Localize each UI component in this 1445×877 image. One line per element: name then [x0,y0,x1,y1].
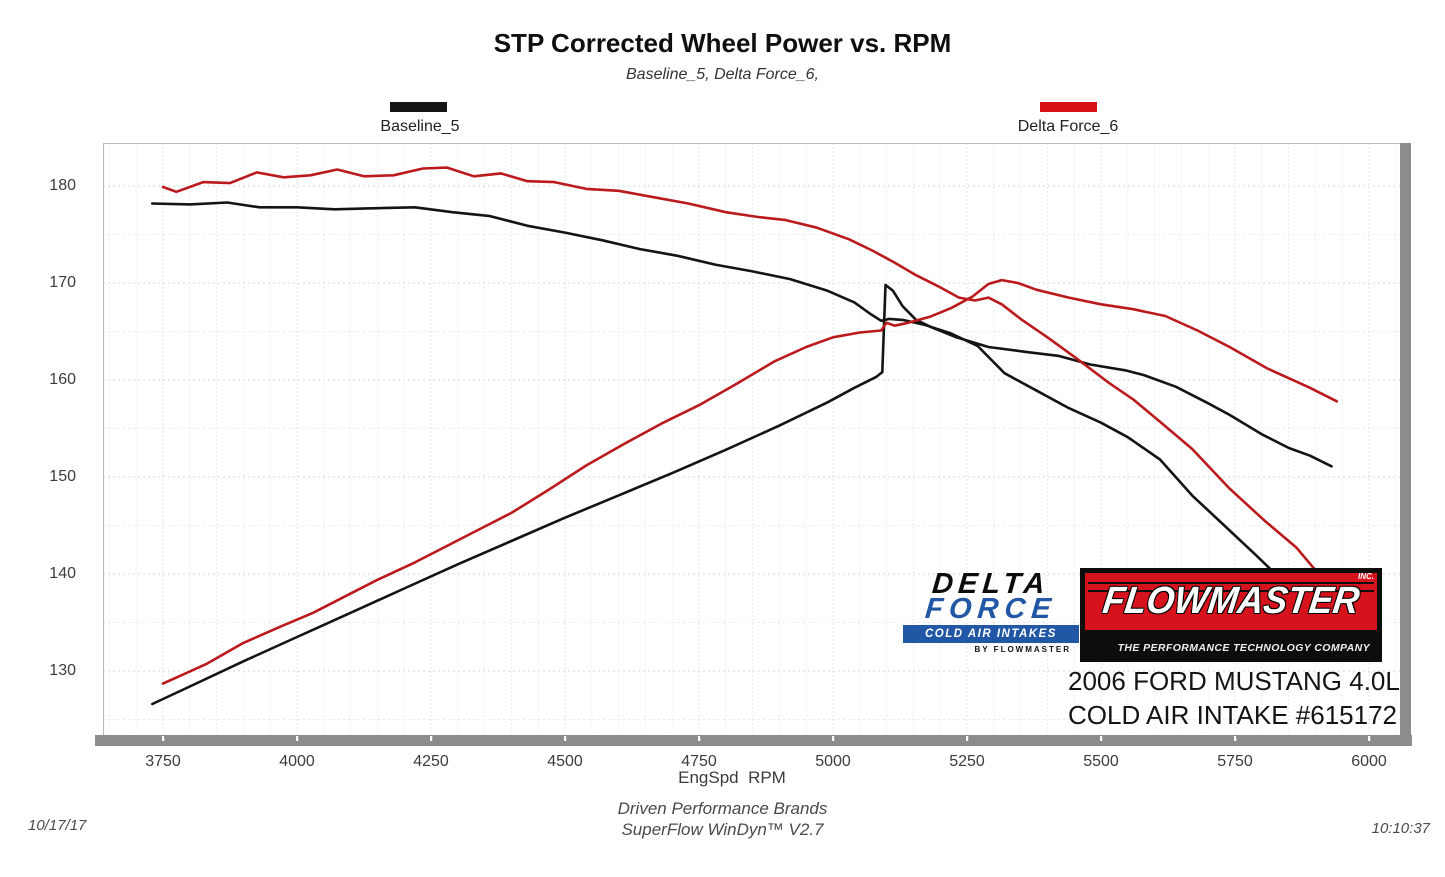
x-tick-5250: 5250 [949,753,985,770]
flowmaster-red-band [1085,573,1377,630]
series-line-2 [161,166,1317,572]
x-tick-4000: 4000 [279,753,315,770]
delta-force-cold-air-intakes-bar: COLD AIR INTAKES [903,625,1079,643]
flowmaster-wordmark: FLOWMASTER [1100,580,1362,622]
series-line-1 [151,283,1333,706]
x-tick-4500: 4500 [547,753,583,770]
legend-label-baseline: Baseline_5 [380,118,460,135]
delta-force-word-force: FORCE [923,593,1059,625]
x-axis-title: EngSpd RPM [678,768,786,787]
x-tick-5500: 5500 [1083,753,1119,770]
flowmaster-pinstripe [1088,582,1374,584]
y-tick-180: 180 [49,177,76,194]
y-tick-140: 140 [49,565,76,582]
y-tick-150: 150 [49,468,76,485]
flowmaster-pinstripe [1088,590,1374,592]
x-tick-5750: 5750 [1217,753,1253,770]
series-line-3 [161,278,1339,685]
flowmaster-tagline: THE PERFORMANCE TECHNOLOGY COMPANY [1117,642,1370,654]
flowmaster-logo: FLOWMASTER INC. THE PERFORMANCE TECHNOLO… [1080,568,1382,662]
time-stamp: 10:10:37 [1371,820,1430,837]
delta-force-by-flowmaster: BY FLOWMASTER [974,645,1071,654]
x-tick-5000: 5000 [815,753,851,770]
x-tick-6000: 6000 [1351,753,1387,770]
x-tick-4750: 4750 [681,753,717,770]
y-tick-170: 170 [49,274,76,291]
legend-swatch-deltaforce [1040,102,1097,112]
vehicle-line-1: 2006 FORD MUSTANG 4.0L [1068,666,1400,696]
series-line-0 [151,201,1274,573]
y-tick-130: 130 [49,662,76,679]
date-stamp: 10/17/17 [28,817,87,834]
legend-swatch-baseline [390,102,447,112]
footer-brand-line: Driven Performance Brands [617,799,828,818]
footer-software-line: SuperFlow WinDyn™ V2.7 [621,820,824,839]
flowmaster-inc: INC. [1358,572,1374,581]
chart-subtitle: Baseline_5, Delta Force_6, [626,66,819,83]
delta-force-logo: DELTA FORCE COLD AIR INTAKES BY FLOWMAST… [903,568,1079,662]
vehicle-line-2: COLD AIR INTAKE #615172 [1068,700,1398,730]
y-tick-160: 160 [49,371,76,388]
x-tick-3750: 3750 [145,753,181,770]
x-tick-4250: 4250 [413,753,449,770]
legend-label-deltaforce: Delta Force_6 [1017,118,1119,135]
page-title: STP Corrected Wheel Power vs. RPM [493,28,952,58]
